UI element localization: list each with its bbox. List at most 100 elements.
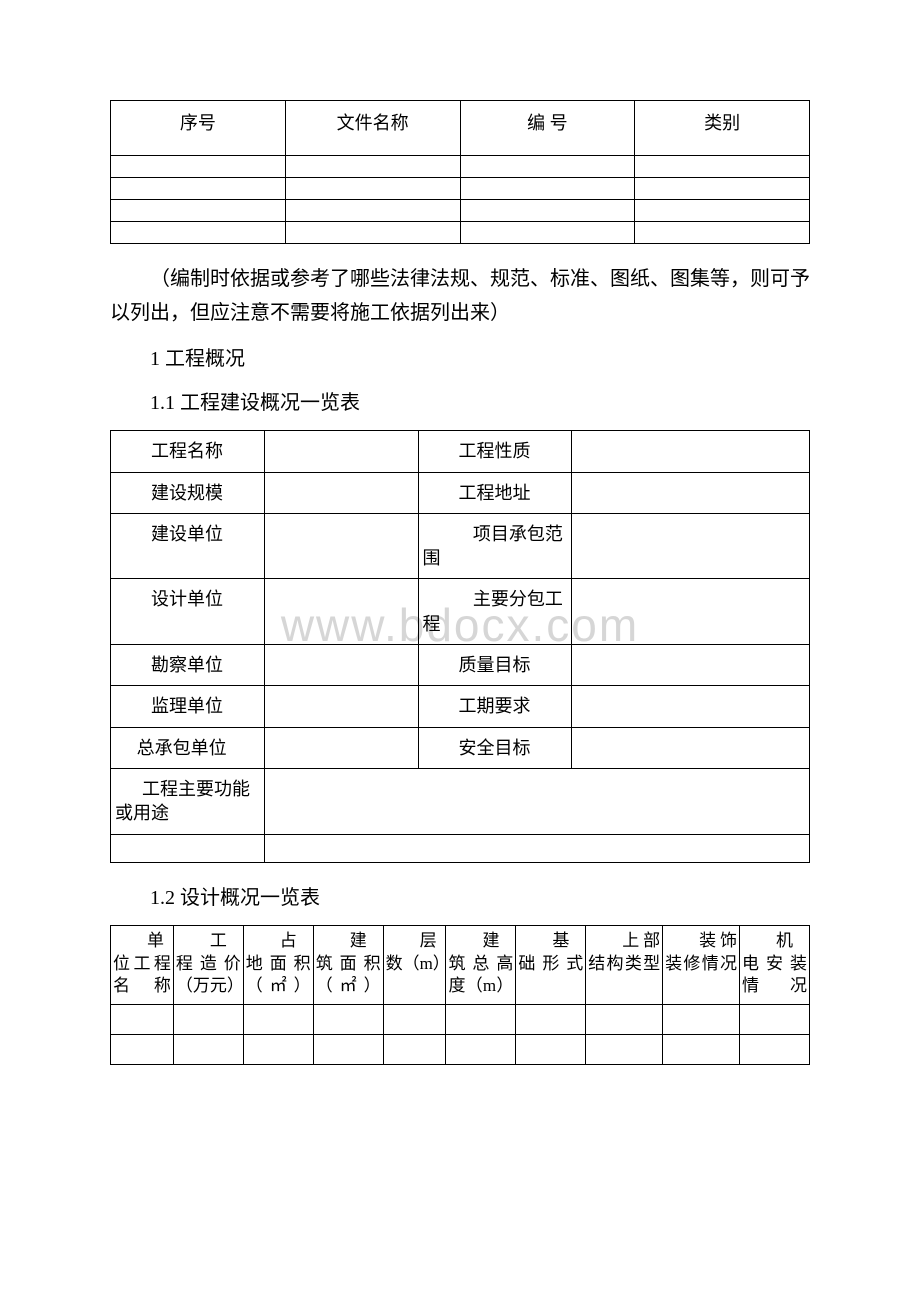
cell	[264, 472, 418, 513]
cell	[383, 1035, 446, 1065]
cell	[111, 178, 286, 200]
col-height: 建筑总高度（m）	[446, 925, 516, 1005]
table-row: 工程名称 工程性质	[111, 431, 810, 472]
cell	[111, 200, 286, 222]
lbl-survey: 勘察单位	[111, 645, 265, 686]
text: 占地面积（㎡）	[246, 930, 311, 999]
cell	[446, 1035, 516, 1065]
cell	[572, 513, 810, 579]
col-floor-area: 建筑面积（㎡）	[313, 925, 383, 1005]
lbl-designer: 设计单位	[111, 579, 265, 645]
cell	[264, 727, 418, 768]
cell	[313, 1035, 383, 1065]
lbl-subcontract: 主要分包工程	[418, 579, 572, 645]
cell	[264, 645, 418, 686]
design-overview-table: 单位工程名称 工程造价（万元） 占地面积（㎡） 建筑面积（㎡） 层数（m） 建筑…	[110, 925, 810, 1066]
lbl-contract-scope: 项目承包范围	[418, 513, 572, 579]
table-row	[111, 156, 810, 178]
cell	[572, 727, 810, 768]
lbl-supervision: 监理单位	[111, 686, 265, 727]
table-row: 设计单位 主要分包工程	[111, 579, 810, 645]
table-row	[111, 1035, 810, 1065]
cell	[635, 200, 810, 222]
cell	[111, 834, 265, 862]
table-row	[111, 178, 810, 200]
cell	[313, 1005, 383, 1035]
text: 上部结构类型	[588, 930, 660, 976]
text: 装饰装修情况	[665, 930, 737, 976]
table-row: 总承包单位 安全目标	[111, 727, 810, 768]
text: 工程造价（万元）	[176, 930, 241, 999]
table-header-row: 单位工程名称 工程造价（万元） 占地面积（㎡） 建筑面积（㎡） 层数（m） 建筑…	[111, 925, 810, 1005]
section-1-2-heading: 1.2 设计概况一览表	[110, 881, 810, 915]
cell	[285, 178, 460, 200]
cell	[264, 431, 418, 472]
note-paragraph: （编制时依据或参考了哪些法律法规、规范、标准、图纸、图集等，则可予以列出，但应注…	[110, 262, 810, 330]
cell	[264, 768, 809, 834]
cell	[572, 686, 810, 727]
table-row	[111, 222, 810, 244]
cell	[516, 1035, 586, 1065]
col-decoration: 装饰装修情况	[663, 925, 740, 1005]
lbl-address: 工程地址	[418, 472, 572, 513]
col-filename: 文件名称	[285, 101, 460, 156]
text: 建筑总高度（m）	[448, 930, 513, 999]
cell	[264, 834, 809, 862]
section-1-1-heading: 1.1 工程建设概况一览表	[110, 386, 810, 420]
lbl-general-contractor: 总承包单位	[111, 727, 265, 768]
text: 主要分包工程	[423, 587, 568, 636]
cell	[264, 579, 418, 645]
col-structure: 上部结构类型	[586, 925, 663, 1005]
cell	[111, 1005, 174, 1035]
table-row: 建设单位 项目承包范围	[111, 513, 810, 579]
cell	[663, 1005, 740, 1035]
cell	[460, 222, 635, 244]
cell	[383, 1005, 446, 1035]
lbl-duration: 工期要求	[418, 686, 572, 727]
col-code: 编 号	[460, 101, 635, 156]
cell	[635, 156, 810, 178]
table-row	[111, 1005, 810, 1035]
cell	[111, 156, 286, 178]
cell	[740, 1005, 810, 1035]
reference-docs-table: 序号 文件名称 编 号 类别	[110, 100, 810, 244]
text: 建筑面积（㎡）	[316, 930, 381, 999]
cell	[460, 178, 635, 200]
cell	[740, 1035, 810, 1065]
lbl-safety: 安全目标	[418, 727, 572, 768]
table-header-row: 序号 文件名称 编 号 类别	[111, 101, 810, 156]
text: 基础形式	[518, 930, 583, 976]
col-cost: 工程造价（万元）	[173, 925, 243, 1005]
col-mep: 机电安装情况	[740, 925, 810, 1005]
lbl-scale: 建设规模	[111, 472, 265, 513]
cell	[572, 472, 810, 513]
table-row: 工程主要功能或用途	[111, 768, 810, 834]
cell	[460, 156, 635, 178]
cell	[516, 1005, 586, 1035]
table-row	[111, 200, 810, 222]
cell	[285, 222, 460, 244]
cell	[243, 1035, 313, 1065]
col-land-area: 占地面积（㎡）	[243, 925, 313, 1005]
col-foundation: 基础形式	[516, 925, 586, 1005]
cell	[264, 513, 418, 579]
text: 层数（m）	[386, 930, 444, 976]
section-1-heading: 1 工程概况	[110, 342, 810, 376]
cell	[635, 222, 810, 244]
col-floors: 层数（m）	[383, 925, 446, 1005]
lbl-project-nature: 工程性质	[418, 431, 572, 472]
cell	[663, 1035, 740, 1065]
cell	[243, 1005, 313, 1035]
cell	[460, 200, 635, 222]
cell	[285, 200, 460, 222]
text: 工程主要功能或用途	[115, 777, 260, 826]
lbl-project-name: 工程名称	[111, 431, 265, 472]
lbl-function: 工程主要功能或用途	[111, 768, 265, 834]
cell	[586, 1035, 663, 1065]
table-row: 勘察单位 质量目标	[111, 645, 810, 686]
table-row: 监理单位 工期要求	[111, 686, 810, 727]
cell	[264, 686, 418, 727]
cell	[446, 1005, 516, 1035]
page-content: 序号 文件名称 编 号 类别 （编制时依据或参考了哪些法律法规、规范、标准、图纸…	[110, 100, 810, 1065]
cell	[111, 222, 286, 244]
